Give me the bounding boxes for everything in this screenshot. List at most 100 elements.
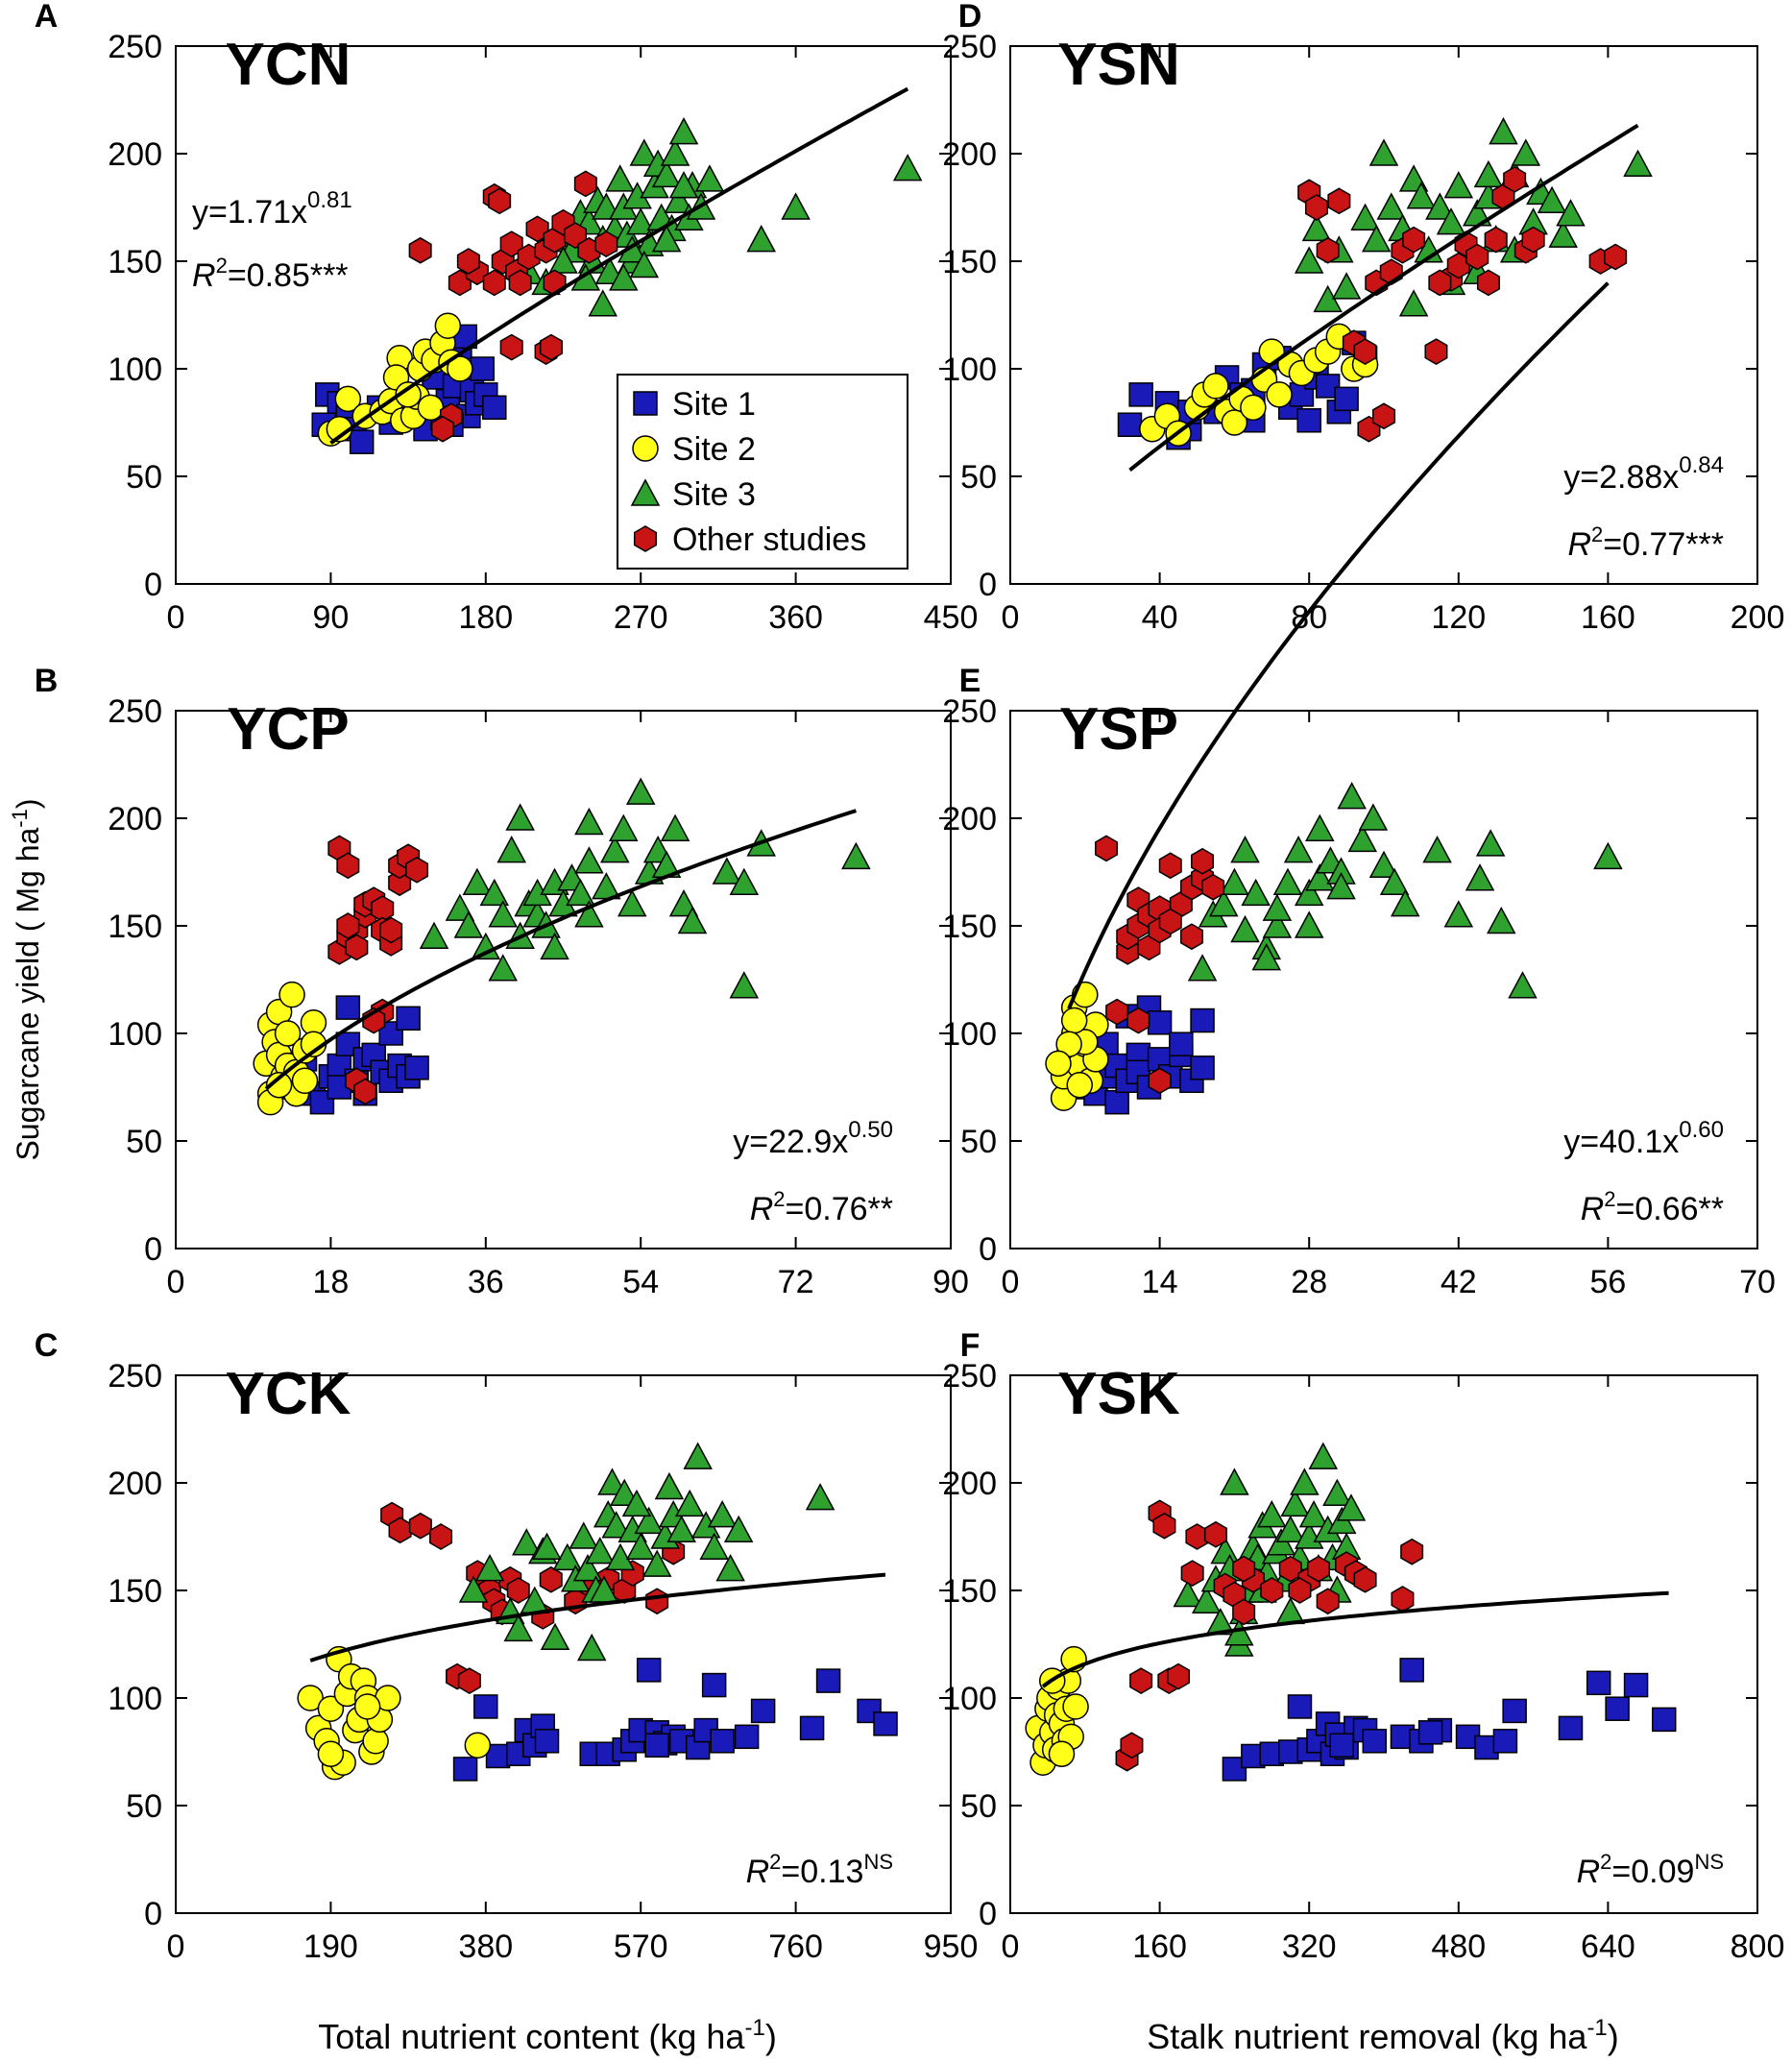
data-point [396,1006,421,1031]
data-point [1190,1055,1215,1080]
data-point [405,856,429,884]
data-point [1257,1500,1287,1528]
y-tick-label: 250 [108,693,162,730]
data-point [1390,889,1420,917]
r-squared: R2=0.13NS [746,1850,893,1890]
data-point [540,932,569,960]
x-axis-label-left-main: Total nutrient content (kg ha [318,2017,745,2056]
x-axis-label-right-end: ) [1608,2017,1619,2056]
y-tick-label: 250 [942,693,997,730]
data-point [1275,1515,1306,1543]
y-tick-label: 100 [108,1016,162,1053]
panel-title: YSP [1059,696,1178,763]
y-tick-label: 200 [108,136,162,173]
data-point [464,1732,492,1759]
series-other-studies [1095,835,1225,1095]
x-tick-label: 760 [768,1929,823,1965]
data-point [1353,338,1377,365]
y-tick-label: 150 [942,1573,997,1610]
plot-frame [1009,710,1758,1249]
series-site-3 [419,777,871,999]
data-point [488,900,518,928]
legend-marker [633,525,658,552]
data-point [1298,1500,1329,1528]
y-tick-label: 0 [144,1231,162,1268]
panel-a: A 0 50 100 150 200 250 0 90 180 270 360 450 YCN y=1.71… [35,0,979,636]
data-point [1326,872,1356,900]
data-point [1391,1586,1415,1613]
data-point [548,246,578,274]
x-axis-label-left-sup: -1 [744,2015,764,2041]
data-point [1487,906,1516,934]
data-point [781,192,811,220]
series-site-2 [253,981,327,1116]
x-tick-label: 70 [1739,1264,1776,1300]
data-point [1173,1579,1203,1608]
data-point [408,1512,432,1540]
data-point [1304,194,1328,221]
data-point [1476,269,1500,297]
data-point [1060,1007,1088,1034]
data-point [1358,803,1389,831]
data-point [723,1515,754,1543]
data-point [1048,1740,1076,1767]
data-point [473,1694,498,1719]
y-axis-label: Sugarcane yield ( Mg ha-1) [8,798,45,1160]
y-tick-label: 150 [108,1573,162,1610]
data-point [297,1685,324,1711]
data-point [1399,1658,1424,1683]
data-point [353,1078,377,1105]
data-point [873,1711,898,1736]
data-point [1288,1577,1312,1604]
data-point [1604,243,1628,271]
data-point [1558,1715,1584,1741]
data-point [1203,1520,1227,1548]
data-point [1201,873,1225,901]
data-point [265,1072,293,1099]
x-tick-label: 28 [1291,1264,1327,1300]
y-tick-label: 250 [942,29,997,65]
data-point [1492,1729,1518,1754]
data-point [651,225,682,253]
x-tick-label: 0 [1002,1929,1020,1965]
x-tick-label: 42 [1441,1264,1477,1300]
data-point [1465,243,1489,271]
legend-marker [633,391,658,416]
r-squared-value: =0.13 [781,1854,863,1890]
data-point [566,878,595,907]
data-point [1334,386,1359,412]
y-tick-label: 200 [942,136,997,173]
data-point [569,1521,598,1549]
data-point [1376,192,1407,220]
data-point [585,1537,615,1565]
data-point [499,333,523,361]
data-point [1187,954,1218,982]
data-point [1294,910,1324,938]
data-point [457,1667,481,1694]
data-point [1475,829,1506,857]
data-point [1190,1007,1215,1033]
data-point [660,813,690,841]
y-tick-label: 200 [942,801,997,837]
legend: Site 1 Site 2 Site 3 Other studies [617,374,908,570]
data-point [1368,850,1399,879]
data-point [1605,1696,1630,1721]
panel-title: YCK [226,1361,351,1427]
data-point [609,813,639,841]
x-tick-label: 480 [1431,1929,1486,1965]
data-point [505,803,535,831]
data-point [799,1715,825,1741]
data-point [1417,1720,1443,1745]
data-point [892,154,923,182]
y-tick-label: 200 [108,801,162,837]
data-point [1221,409,1248,436]
data-point [1484,226,1508,254]
legend-marker [630,478,661,506]
panel-title: YSK [1057,1361,1180,1427]
x-tick-label: 320 [1282,1929,1337,1965]
data-point [1362,1729,1388,1754]
data-point [452,1757,478,1782]
data-point [447,355,473,382]
x-tick-label: 0 [1002,599,1020,636]
